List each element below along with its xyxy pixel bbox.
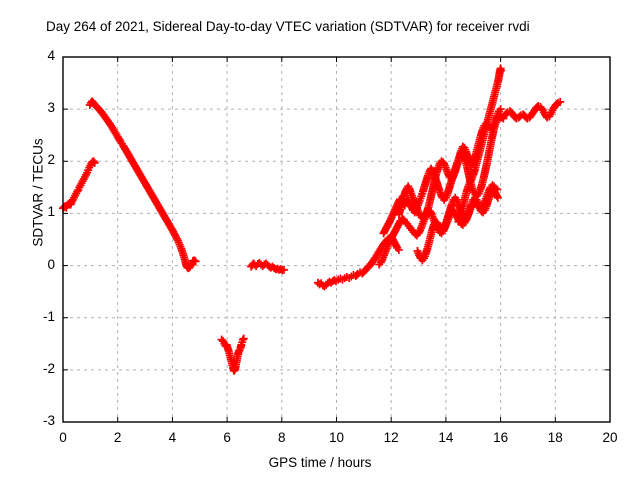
x-tick-label: 6 — [223, 430, 231, 445]
data-marker — [279, 265, 288, 274]
series-arc-2-main-descent — [85, 97, 200, 273]
plot-frame — [62, 56, 611, 423]
data-marker — [73, 187, 82, 196]
data-marker — [217, 335, 226, 344]
x-tick-label: 10 — [328, 430, 345, 445]
x-tick-label: 2 — [113, 430, 122, 445]
data-marker — [497, 66, 506, 75]
x-tick-label: 8 — [278, 430, 286, 445]
y-tick-label: -2 — [42, 360, 55, 376]
series-arc-3-deep-dip — [217, 334, 248, 375]
data-marker — [89, 157, 98, 166]
series-arc-10-late-plateau — [499, 97, 565, 123]
data-marker — [493, 193, 502, 202]
data-marker — [190, 256, 199, 265]
x-tick-label: 18 — [547, 430, 563, 445]
data-series-group — [59, 64, 565, 375]
y-tick-label: 2 — [47, 152, 55, 168]
y-tick-label: -3 — [42, 413, 55, 428]
x-tick-label: 4 — [168, 430, 177, 445]
x-tick-label: 16 — [493, 430, 509, 445]
y-tick-label: 4 — [47, 48, 55, 63]
series-arc-11-mid-low-trough — [413, 185, 502, 265]
x-tick-label: 0 — [59, 430, 67, 445]
x-axis-label: GPS time / hours — [268, 455, 372, 470]
data-marker — [556, 97, 565, 106]
y-tick-label: 1 — [47, 204, 55, 220]
y-tick-label: -1 — [42, 308, 55, 324]
data-marker — [496, 105, 505, 114]
data-marker — [394, 245, 403, 254]
data-marker — [239, 334, 248, 343]
x-tick-label: 12 — [383, 430, 399, 445]
y-tick-label: 3 — [47, 100, 55, 116]
x-tick-label: 20 — [602, 430, 618, 445]
y-tick-label: 0 — [47, 256, 55, 272]
series-arc-1-early-rise — [59, 157, 99, 213]
data-marker — [90, 158, 99, 167]
data-marker — [191, 257, 200, 266]
page-title: Day 264 of 2021, Sidereal Day-to-day VTE… — [46, 19, 530, 34]
x-tick-label: 14 — [438, 430, 454, 445]
series-arc-4-flat-zero — [247, 258, 288, 275]
